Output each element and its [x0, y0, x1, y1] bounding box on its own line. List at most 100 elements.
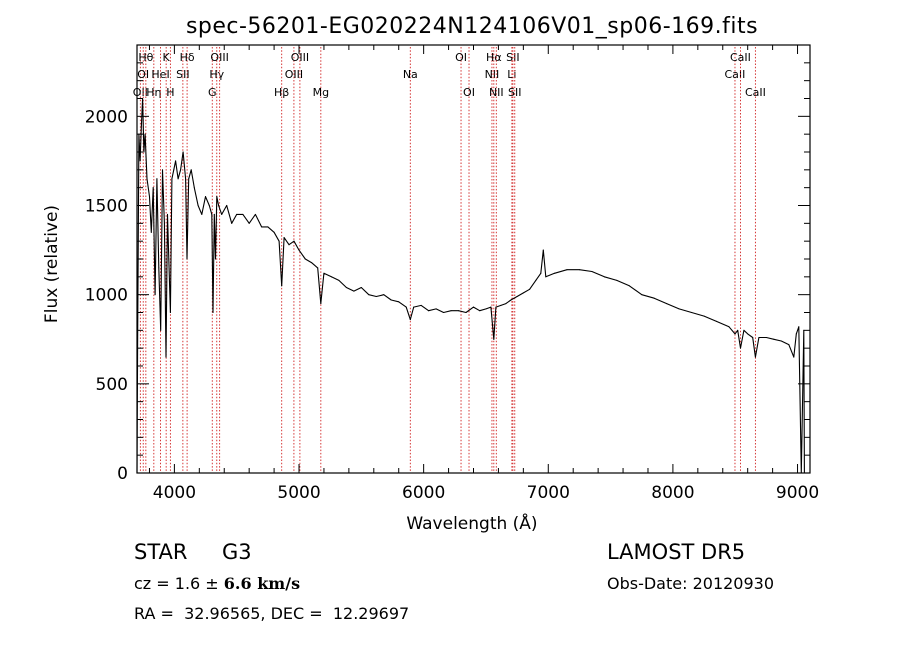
spectrum-point	[545, 276, 547, 278]
chart-title: spec-56201-EG020224N124106V01_sp06-169.f…	[186, 14, 758, 39]
object-class: STAR	[134, 540, 188, 564]
spectrum-point	[516, 295, 518, 297]
spectrum-point	[143, 151, 145, 153]
line-marker-label: K	[163, 51, 171, 64]
spectrum-point	[148, 196, 150, 198]
spectrum-point	[152, 187, 154, 189]
spectrum-point	[793, 356, 795, 358]
line-marker-label: Hθ	[138, 51, 153, 64]
spectrum-point	[201, 213, 203, 215]
spectrum-point	[409, 319, 411, 321]
spectrum-point	[169, 312, 171, 313]
spectrum-point	[197, 205, 199, 206]
spectrum-point	[691, 312, 693, 313]
spectrum-point	[795, 333, 797, 335]
spectrum-point	[616, 279, 618, 281]
spectrum-point	[495, 306, 497, 308]
spectrum-point	[218, 205, 220, 206]
spectrum-point	[205, 196, 207, 198]
spectrum-point	[298, 249, 300, 251]
spectrum-point	[293, 240, 295, 242]
line-marker-label: OI	[463, 86, 475, 99]
line-marker-label: OIII	[285, 68, 303, 81]
spectrum-point	[728, 326, 730, 328]
spectrum-point	[405, 306, 407, 308]
spectrum-point	[283, 237, 285, 239]
spectrum-point	[186, 258, 188, 260]
line-marker-label: CaII	[730, 51, 751, 64]
spectrum-point	[435, 308, 437, 310]
plot-frame	[136, 44, 811, 474]
spectrum-point	[739, 347, 741, 349]
line-marker-label: NII	[489, 86, 504, 99]
spectrum-point	[156, 178, 158, 180]
spectrum-point	[216, 196, 218, 198]
spectrum-point	[317, 267, 319, 269]
spectrum-point	[185, 178, 187, 180]
spectrum-point	[338, 279, 340, 281]
x-tick-label: 5000	[277, 483, 320, 503]
spectrum-point	[535, 279, 537, 281]
x-tick-label: 6000	[402, 483, 445, 503]
spectrum-point	[278, 240, 280, 242]
spectrum-point	[420, 304, 422, 306]
spectrum-point	[465, 312, 467, 313]
spectrum-point	[734, 333, 736, 335]
spectrum-point	[215, 258, 217, 260]
line-marker-label: Hγ	[209, 68, 224, 81]
spectrum-point	[236, 213, 238, 215]
spectrum-point	[353, 290, 355, 292]
line-marker-label: G	[208, 86, 217, 99]
spectrum-point	[226, 205, 228, 206]
spectrum-point	[310, 262, 312, 264]
spectrum-point	[211, 213, 213, 215]
spectrum-point	[479, 310, 481, 312]
spectrum-point	[168, 258, 170, 260]
spectrum-point	[177, 178, 179, 180]
spectrum-point	[578, 269, 580, 271]
spectrum-point	[505, 303, 507, 305]
x-tick-label: 4000	[153, 483, 196, 503]
spectrum-point	[158, 267, 160, 269]
spectrum-point	[428, 310, 430, 312]
spectrum-point	[273, 231, 275, 233]
y-axis-label: Flux (relative)	[42, 205, 62, 323]
spectrum-point	[788, 344, 790, 346]
spectrum-point	[254, 213, 256, 215]
spectrum-point	[304, 258, 306, 260]
x-axis: 4000 5000 6000 7000 8000 9000	[148, 45, 819, 503]
spectrum-point	[150, 231, 152, 233]
survey-name: LAMOST DR5	[607, 540, 746, 564]
spectrum-point	[493, 338, 495, 340]
y-tick-label: 1500	[85, 197, 128, 217]
spectrum-point	[780, 340, 782, 342]
spectrum-point	[413, 306, 415, 308]
spectrum-point	[566, 269, 568, 271]
line-marker-label: Hα	[486, 51, 502, 64]
line-marker-label: Mg	[313, 86, 329, 99]
x-tick-label: 9000	[776, 483, 819, 503]
spectrum-point	[193, 187, 195, 189]
coordinates: RA = 32.96565, DEC = 12.29697	[134, 604, 410, 623]
spectrum-point	[737, 329, 739, 331]
spectrum-point	[752, 336, 754, 338]
line-marker-label: H	[166, 86, 174, 99]
spectrum-point	[213, 213, 215, 215]
spectrum-point	[473, 306, 474, 308]
spectrum-point	[175, 160, 177, 162]
spectrum-point	[330, 276, 332, 278]
spectrum-point	[188, 178, 190, 180]
spectrum-point	[320, 303, 322, 305]
spectrum-point	[485, 308, 487, 310]
line-marker-label: SII	[506, 51, 519, 64]
spectrum-point	[160, 329, 162, 331]
line-marker-label: Hδ	[180, 51, 195, 64]
spectrum-point	[500, 304, 502, 306]
line-marker-label: NII	[485, 68, 500, 81]
spectrum-point	[162, 169, 164, 171]
line-marker-label: CaII	[725, 68, 746, 81]
spectrum-point	[540, 272, 542, 274]
object-subclass: G3	[222, 540, 252, 564]
x-axis-label: Wavelength (Å)	[406, 512, 537, 534]
line-marker-label: Li	[507, 68, 516, 81]
